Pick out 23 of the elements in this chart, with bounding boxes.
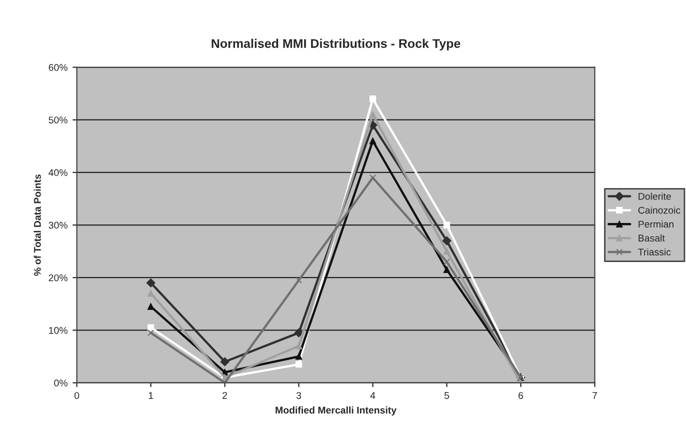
legend-label: Permian xyxy=(638,220,674,228)
legend-label: Basalt xyxy=(638,234,665,242)
x-tick-label: 0 xyxy=(74,392,80,399)
legend-label: Cainozoic xyxy=(638,206,680,214)
y-tick-label: 20% xyxy=(48,274,68,282)
y-axis-title: % of Total Data Points xyxy=(34,174,41,276)
legend-label: Dolerite xyxy=(638,192,671,200)
x-tick-label: 2 xyxy=(222,392,228,399)
x-tick-label: 5 xyxy=(444,392,450,399)
x-tick-label: 3 xyxy=(296,392,302,399)
x-tick-label: 6 xyxy=(518,392,524,399)
chart-title: Normalised MMI Distributions - Rock Type xyxy=(212,38,460,50)
y-tick-label: 40% xyxy=(48,169,68,176)
y-tick-label: 30% xyxy=(48,222,68,229)
y-tick-label: 10% xyxy=(49,326,68,334)
y-tick-label: 0% xyxy=(54,380,68,386)
y-tick-label: 50% xyxy=(48,116,68,124)
x-tick-label: 7 xyxy=(592,392,597,399)
x-tick-label: 4 xyxy=(370,392,376,399)
x-tick-label: 1 xyxy=(148,392,154,399)
legend-label: Triassic xyxy=(638,248,671,256)
x-axis-title: Modified Mercalli Intensity xyxy=(276,406,397,416)
y-tick-label: 60% xyxy=(48,64,68,71)
